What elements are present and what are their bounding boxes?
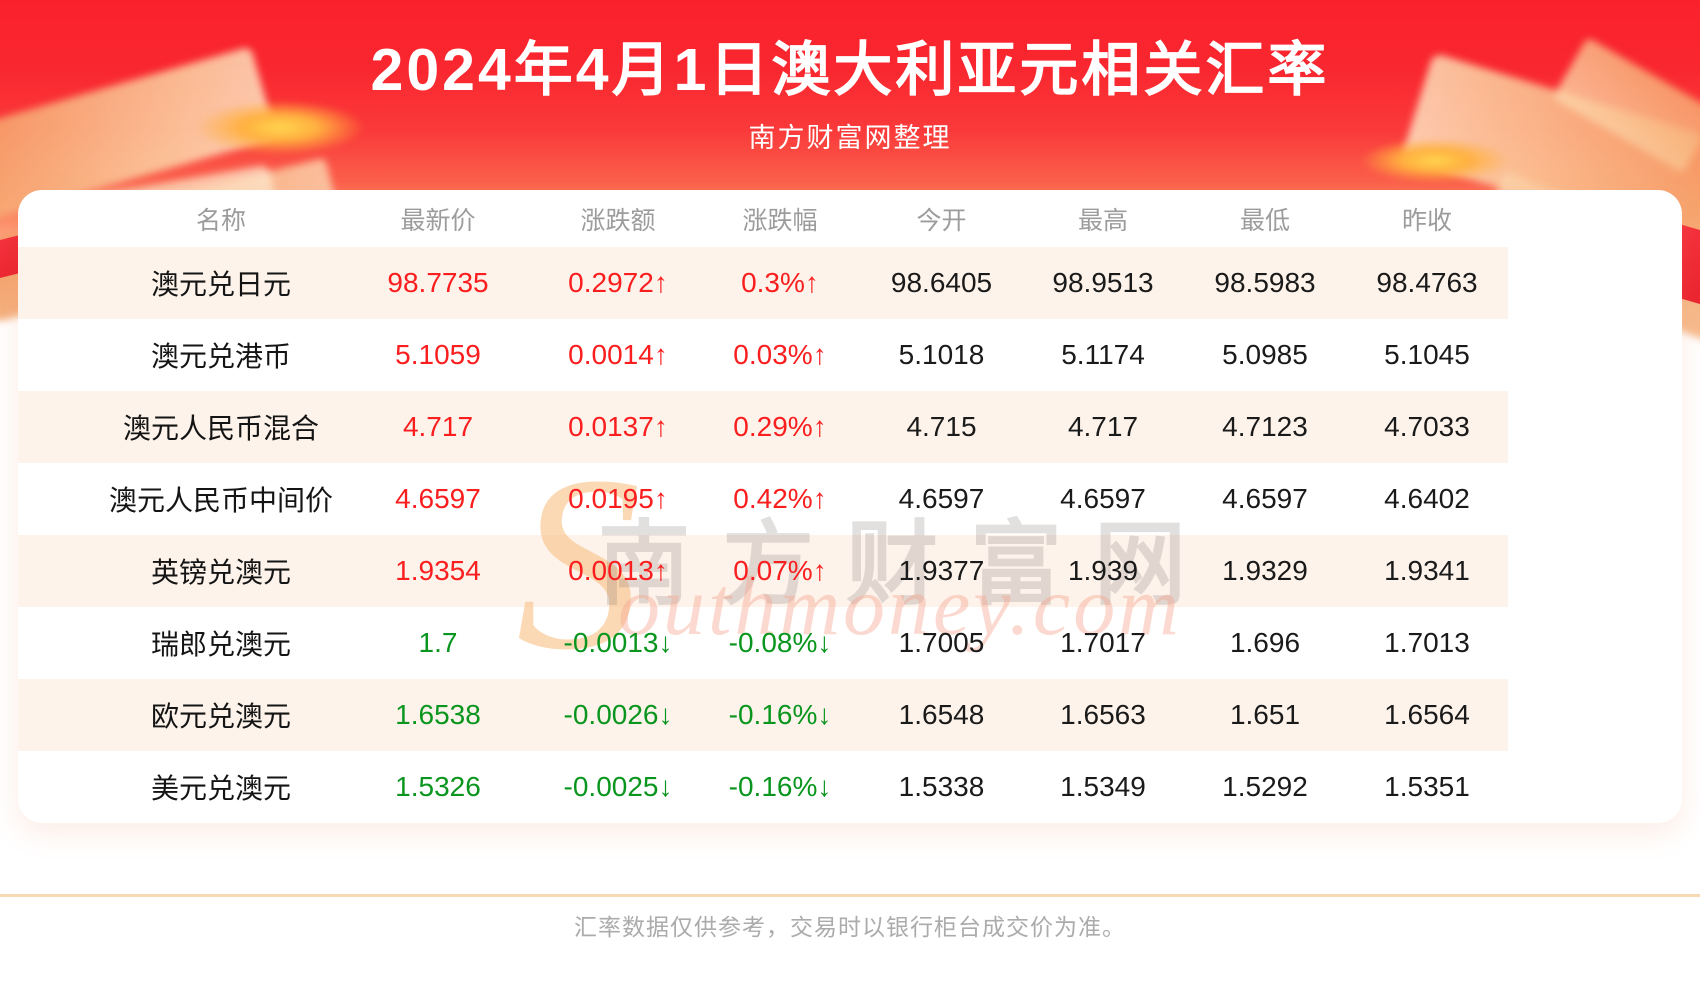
high-price: 1.5349: [1060, 771, 1146, 802]
pair-name: 澳元兑日元: [150, 269, 291, 300]
change-percent: 0.07%↑: [733, 555, 827, 586]
page-title: 2024年4月1日澳大利亚元相关汇率: [370, 37, 1330, 103]
pair-name: 美元兑澳元: [150, 773, 291, 804]
change-percent: 0.42%↑: [733, 483, 827, 514]
pair-name: 澳元人民币中间价: [108, 485, 333, 516]
table-row: 美元兑澳元 1.5326 -0.0025↓ -0.16%↓ 1.5338 1.5…: [18, 751, 1508, 823]
low-price: 4.7123: [1222, 411, 1308, 442]
change-amount: 0.0014↑: [568, 339, 668, 370]
pair-name: 英镑兑澳元: [150, 557, 291, 588]
latest-price: 1.7: [418, 627, 458, 658]
change-percent: -0.08%↓: [728, 627, 832, 658]
open-price: 1.6548: [898, 699, 985, 730]
table-row: 英镑兑澳元 1.9354 0.0013↑ 0.07%↑ 1.9377 1.939…: [18, 535, 1508, 607]
high-price: 4.717: [1067, 411, 1139, 442]
open-price: 4.715: [906, 411, 977, 442]
footer-divider: [0, 894, 1700, 897]
open-price: 1.9377: [898, 555, 985, 586]
column-header-low: 最低: [1239, 206, 1290, 235]
column-header-name: 名称: [195, 206, 246, 235]
pair-name: 澳元兑港币: [150, 341, 291, 372]
column-header-change-percent: 涨跌幅: [742, 206, 818, 235]
high-price: 1.6563: [1060, 699, 1146, 730]
change-amount: -0.0025↓: [563, 771, 673, 802]
open-price: 5.1018: [898, 339, 985, 370]
latest-price: 1.6538: [395, 699, 481, 730]
pair-name: 欧元兑澳元: [150, 701, 291, 732]
latest-price: 1.5326: [395, 771, 481, 802]
table-row: 澳元人民币混合 4.717 0.0137↑ 0.29%↑ 4.715 4.717…: [18, 391, 1508, 463]
change-amount: -0.0026↓: [563, 699, 673, 730]
latest-price: 1.9354: [395, 555, 481, 586]
low-price: 1.696: [1229, 627, 1301, 658]
high-price: 98.9513: [1052, 267, 1154, 298]
low-price: 5.0985: [1222, 339, 1308, 370]
column-header-open: 今开: [916, 206, 967, 235]
table-row: 瑞郎兑澳元 1.7 -0.0013↓ -0.08%↓ 1.7005 1.7017…: [18, 607, 1508, 679]
low-price: 1.651: [1229, 699, 1301, 730]
low-price: 4.6597: [1222, 483, 1308, 514]
prev-close-price: 98.4763: [1376, 267, 1478, 298]
open-price: 4.6597: [898, 483, 985, 514]
prev-close-price: 1.7013: [1384, 627, 1470, 658]
high-price: 1.939: [1067, 555, 1139, 586]
column-header-prev-close: 昨收: [1401, 206, 1452, 235]
rates-table-card: S 南方财富网 outhmoney.com 名称 最新价 涨跌额 涨跌幅 今开 …: [18, 190, 1682, 823]
table-row: 澳元兑日元 98.7735 0.2972↑ 0.3%↑ 98.6405 98.9…: [18, 247, 1508, 319]
high-price: 1.7017: [1060, 627, 1146, 658]
change-percent: 0.29%↑: [733, 411, 827, 442]
column-header-high: 最高: [1077, 206, 1128, 235]
table-row: 澳元人民币中间价 4.6597 0.0195↑ 0.42%↑ 4.6597 4.…: [18, 463, 1508, 535]
pair-name: 瑞郎兑澳元: [150, 629, 291, 660]
table-header-row: 名称 最新价 涨跌额 涨跌幅 今开 最高 最低 昨收: [18, 190, 1508, 247]
column-header-latest: 最新价: [400, 206, 476, 235]
open-price: 1.5338: [898, 771, 985, 802]
change-amount: 0.0137↑: [568, 411, 668, 442]
table-row: 欧元兑澳元 1.6538 -0.0026↓ -0.16%↓ 1.6548 1.6…: [18, 679, 1508, 751]
column-header-change: 涨跌额: [580, 206, 656, 235]
change-amount: 0.0013↑: [568, 555, 668, 586]
low-price: 98.5983: [1214, 267, 1316, 298]
latest-price: 4.717: [402, 411, 474, 442]
prev-close-price: 1.6564: [1384, 699, 1470, 730]
open-price: 98.6405: [890, 267, 993, 298]
change-percent: 0.3%↑: [741, 267, 819, 298]
table-row: 澳元兑港币 5.1059 0.0014↑ 0.03%↑ 5.1018 5.117…: [18, 319, 1508, 391]
change-amount: -0.0013↓: [563, 627, 673, 658]
prev-close-price: 4.6402: [1384, 483, 1470, 514]
prev-close-price: 1.9341: [1384, 555, 1470, 586]
high-price: 4.6597: [1060, 483, 1146, 514]
table-body: 澳元兑日元 98.7735 0.2972↑ 0.3%↑ 98.6405 98.9…: [18, 247, 1682, 823]
change-amount: 0.2972↑: [568, 267, 668, 298]
disclaimer-text: 汇率数据仅供参考，交易时以银行柜台成交价为准。: [574, 914, 1126, 940]
open-price: 1.7005: [898, 627, 985, 658]
prev-close-price: 1.5351: [1384, 771, 1470, 802]
prev-close-price: 4.7033: [1384, 411, 1470, 442]
latest-price: 5.1059: [395, 339, 481, 370]
page-subtitle: 南方财富网整理: [748, 123, 952, 153]
change-percent: -0.16%↓: [728, 771, 832, 802]
pair-name: 澳元人民币混合: [122, 413, 319, 444]
prev-close-price: 5.1045: [1384, 339, 1470, 370]
low-price: 1.9329: [1222, 555, 1308, 586]
low-price: 1.5292: [1222, 771, 1308, 802]
latest-price: 4.6597: [395, 483, 481, 514]
high-price: 5.1174: [1061, 339, 1145, 370]
change-percent: 0.03%↑: [733, 339, 827, 370]
latest-price: 98.7735: [387, 267, 489, 298]
change-percent: -0.16%↓: [728, 699, 832, 730]
change-amount: 0.0195↑: [568, 483, 668, 514]
